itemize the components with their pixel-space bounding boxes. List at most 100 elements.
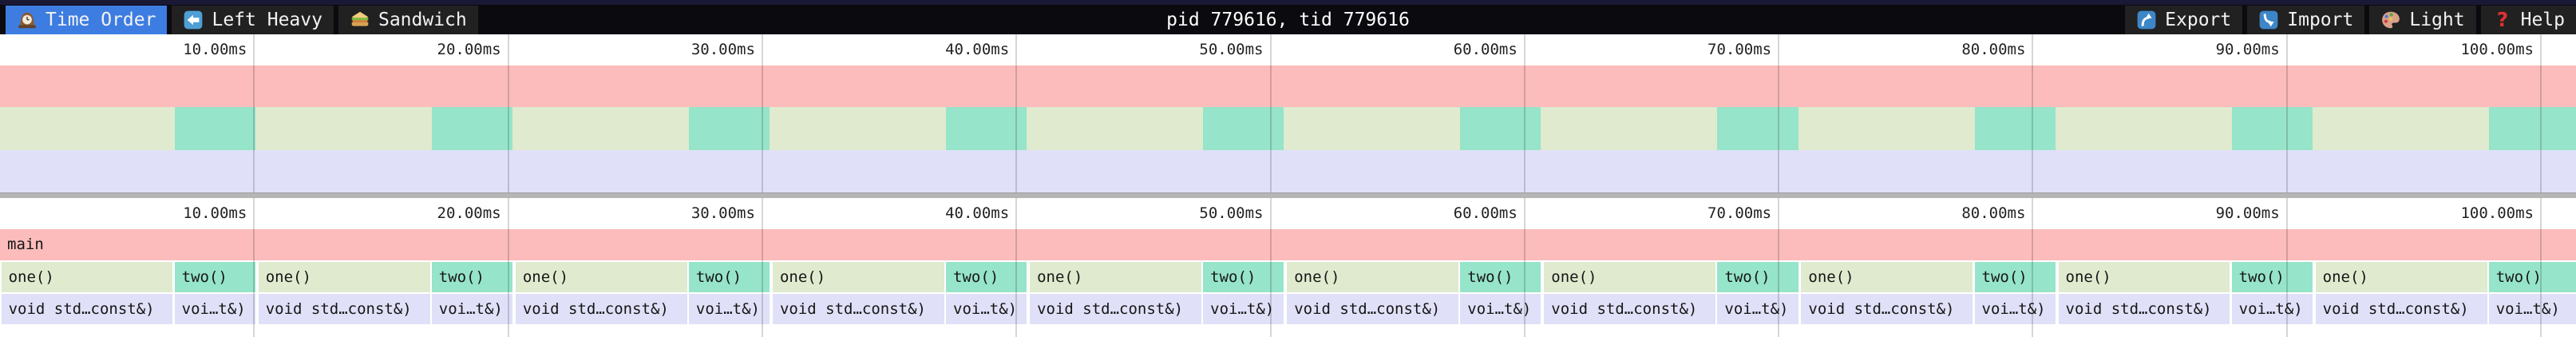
axis-tick-label: 10.00ms (183, 204, 247, 222)
axis-gridline (2285, 198, 2288, 337)
minimap-main-band (0, 65, 2576, 107)
frame-two[interactable]: two() (1717, 262, 1798, 292)
axis-gridline (2032, 34, 2034, 192)
frame-main[interactable]: main (0, 229, 2576, 260)
frame-one[interactable]: one() (258, 262, 430, 292)
import-button[interactable]: Import (2247, 6, 2365, 34)
axis-tick-label: 40.00ms (945, 204, 1010, 222)
frame-one[interactable]: one() (2315, 262, 2487, 292)
frame-two-child[interactable]: voi…t&) (946, 294, 1027, 324)
frame-one-child[interactable]: void std…const&) (1, 294, 173, 324)
axis-gridline (2032, 198, 2034, 337)
axis-tick-label: 10.00ms (183, 41, 247, 58)
tab-time-order[interactable]: Time Order (6, 6, 168, 34)
export-button[interactable]: Export (2125, 6, 2243, 34)
frame-two[interactable]: two() (2231, 262, 2313, 292)
axis-gridline (2540, 198, 2542, 337)
tab-sandwich[interactable]: Sandwich (338, 6, 478, 34)
frame-two-child[interactable]: voi…t&) (1717, 294, 1798, 324)
minimap-two-block (688, 107, 770, 150)
minimap[interactable]: 10.00ms 20.00ms 30.00ms 40.00ms 50.00ms 60.00… (0, 34, 2576, 192)
frame-one-child[interactable]: void std…const&) (2058, 294, 2230, 324)
frame-two-child[interactable]: voi…t&) (2488, 294, 2576, 324)
tab-left-heavy[interactable]: Left Heavy (172, 6, 334, 34)
minimap-children-band (0, 150, 2576, 192)
frame-two-child[interactable]: voi…t&) (1460, 294, 1541, 324)
frame-one[interactable]: one() (515, 262, 687, 292)
button-label: Help (2520, 10, 2565, 30)
frame-two-child[interactable]: voi…t&) (1974, 294, 2056, 324)
light-button[interactable]: Light (2369, 6, 2476, 34)
frame-one[interactable]: one() (1, 262, 173, 292)
frame-two[interactable]: two() (1203, 262, 1284, 292)
frame-one-child[interactable]: void std…const&) (1801, 294, 1973, 324)
axis-gridline (1015, 198, 1018, 337)
frame-one-child[interactable]: void std…const&) (1287, 294, 1459, 324)
axis-gridline (1778, 198, 1780, 337)
axis-gridline (2540, 34, 2542, 192)
axis-tick-label: 30.00ms (690, 204, 755, 222)
axis-tick-label: 80.00ms (1961, 41, 2026, 58)
axis-tick-label: 100.00ms (2460, 204, 2534, 222)
axis-tick-label: 90.00ms (2215, 41, 2280, 58)
axis-gridline (1015, 34, 1018, 192)
minimap-two-block (2231, 107, 2313, 150)
axis-gridline (761, 34, 763, 192)
axis-gridline (1523, 198, 1525, 337)
axis-tick-label: 80.00ms (1961, 204, 2026, 222)
frame-one-child[interactable]: void std…const&) (1030, 294, 1201, 324)
button-label: Import (2287, 10, 2354, 30)
axis-gridline (1269, 34, 1272, 192)
frame-two[interactable]: two() (2488, 262, 2576, 292)
frame-one[interactable]: one() (1030, 262, 1201, 292)
frame-two[interactable]: two() (946, 262, 1027, 292)
button-label: Export (2165, 10, 2232, 30)
frame-one[interactable]: one() (2058, 262, 2230, 292)
frame-one-child[interactable]: void std…const&) (515, 294, 687, 324)
flamechart[interactable]: 10.00ms 20.00ms 30.00ms 40.00ms 50.00ms 60.00… (0, 198, 2576, 337)
frame-two[interactable]: two() (174, 262, 255, 292)
axis-gridline (507, 34, 509, 192)
frame-two[interactable]: two() (688, 262, 770, 292)
frame-two[interactable]: two() (431, 262, 512, 292)
help-icon: ? (2492, 8, 2513, 31)
frame-one[interactable]: one() (1544, 262, 1716, 292)
axis-gridline (253, 34, 255, 192)
frame-two[interactable]: two() (1974, 262, 2056, 292)
clock-icon (17, 10, 38, 30)
axis-tick-label: 90.00ms (2215, 204, 2280, 222)
frame-two-child[interactable]: voi…t&) (688, 294, 770, 324)
frame-one-child[interactable]: void std…const&) (772, 294, 944, 324)
axis-gridline (507, 198, 509, 337)
axis-tick-label: 70.00ms (1707, 41, 1772, 58)
axis-gridline (2285, 34, 2288, 192)
frame-two[interactable]: two() (1460, 262, 1541, 292)
minimap-two-block (174, 107, 255, 150)
export-icon (2136, 10, 2157, 30)
frame-one[interactable]: one() (1801, 262, 1973, 292)
frame-one[interactable]: one() (1287, 262, 1459, 292)
sandwich-icon (350, 10, 370, 30)
minimap-two-block (1974, 107, 2056, 150)
frame-one-child[interactable]: void std…const&) (1544, 294, 1716, 324)
minimap-chart-divider[interactable] (0, 192, 2576, 198)
frame-two-child[interactable]: voi…t&) (1203, 294, 1284, 324)
minimap-two-block (946, 107, 1027, 150)
frame-two-child[interactable]: voi…t&) (174, 294, 255, 324)
axis-gridline (1523, 34, 1525, 192)
minimap-two-block (431, 107, 512, 150)
svg-text:?: ? (2496, 10, 2507, 30)
help-button[interactable]: ? Help (2480, 6, 2576, 34)
axis-gridline (1269, 198, 1272, 337)
frame-one-child[interactable]: void std…const&) (258, 294, 430, 324)
frame-two-child[interactable]: voi…t&) (431, 294, 512, 324)
frame-two-child[interactable]: voi…t&) (2231, 294, 2313, 324)
palette-icon (2380, 10, 2401, 30)
frame-one-child[interactable]: void std…const&) (2315, 294, 2487, 324)
view-mode-tabs: Time Order Left Heavy Sandwich (6, 6, 478, 34)
axis-tick-label: 20.00ms (437, 41, 501, 58)
axis-tick-label: 70.00ms (1707, 204, 1772, 222)
axis-gridline (253, 198, 255, 337)
frame-one[interactable]: one() (772, 262, 944, 292)
